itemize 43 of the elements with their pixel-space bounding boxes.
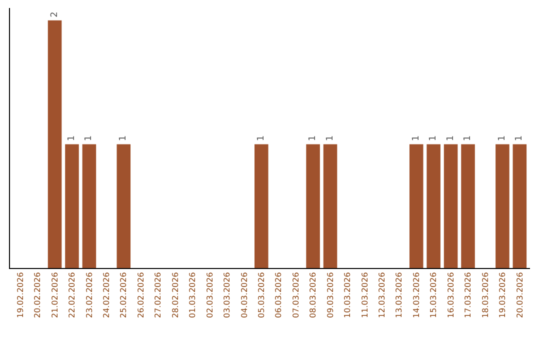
x-tick-label: 10.03.2026 bbox=[343, 272, 352, 318]
x-tick-label: 22.02.2026 bbox=[68, 272, 77, 318]
data-label: 1 bbox=[446, 135, 456, 142]
data-label: 1 bbox=[308, 135, 318, 142]
x-tick-label: 03.03.2026 bbox=[222, 272, 232, 318]
x-tick-label: 04.03.2026 bbox=[240, 272, 249, 318]
data-label: 1 bbox=[256, 135, 266, 142]
data-label: 1 bbox=[66, 135, 77, 142]
x-tick-label: 24.02.2026 bbox=[102, 272, 112, 318]
x-tick-label: 18.03.2026 bbox=[480, 272, 490, 318]
x-tick-label: 28.02.2026 bbox=[170, 272, 180, 318]
data-label: 1 bbox=[84, 135, 94, 142]
x-tick-label: 08.03.2026 bbox=[308, 272, 318, 318]
x-tick-label: 23.02.2026 bbox=[84, 272, 94, 318]
data-label: 2 bbox=[50, 12, 60, 18]
data-label: 1 bbox=[428, 135, 439, 142]
x-tick-label: 20.03.2026 bbox=[515, 272, 524, 318]
x-tick-label: 13.03.2026 bbox=[394, 272, 404, 318]
data-label: 1 bbox=[497, 135, 508, 142]
x-tick-label: 26.02.2026 bbox=[136, 272, 146, 318]
x-tick-label: 12.03.2026 bbox=[378, 272, 387, 318]
x-tick-label: 05.03.2026 bbox=[256, 272, 266, 318]
x-tick-label: 14.03.2026 bbox=[412, 272, 421, 318]
x-tick-label: 07.03.2026 bbox=[291, 272, 300, 318]
x-tick-label: 11.03.2026 bbox=[360, 272, 370, 318]
x-tick-label: 19.03.2026 bbox=[498, 272, 508, 318]
x-tick-label: 27.02.2026 bbox=[154, 272, 163, 318]
data-label: 1 bbox=[514, 135, 525, 142]
x-tick-label: 15.03.2026 bbox=[429, 272, 438, 318]
x-tick-label: 19.02.2026 bbox=[16, 272, 25, 318]
x-tick-label: 01.03.2026 bbox=[188, 272, 198, 318]
x-tick-label: 21.02.2026 bbox=[50, 272, 60, 318]
x-tick-label: 02.03.2026 bbox=[205, 272, 214, 318]
data-label: 1 bbox=[118, 135, 129, 142]
x-tick-label: 09.03.2026 bbox=[326, 272, 335, 318]
x-tick-label: 06.03.2026 bbox=[274, 272, 284, 318]
data-label: 1 bbox=[325, 135, 336, 142]
x-tick-label: 16.03.2026 bbox=[446, 272, 456, 318]
data-label: 1 bbox=[411, 135, 422, 142]
x-tick-label: 25.02.2026 bbox=[119, 272, 128, 318]
data-label: 1 bbox=[463, 135, 474, 142]
x-tick-label: 20.02.2026 bbox=[33, 272, 42, 318]
x-tick-label: 17.03.2026 bbox=[464, 272, 473, 318]
